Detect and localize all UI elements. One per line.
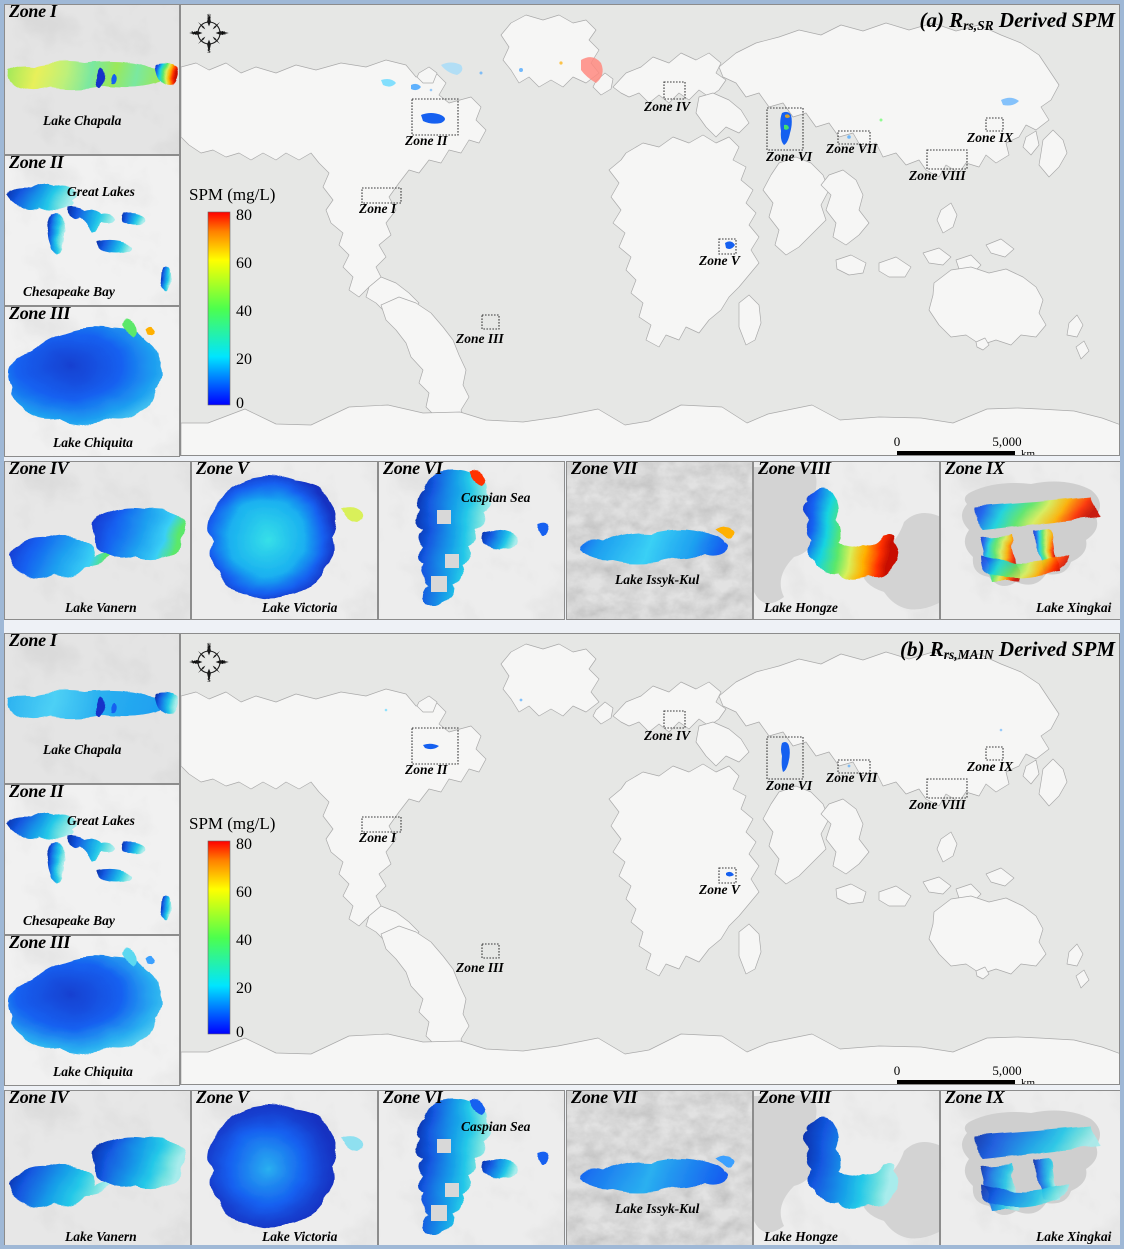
svg-text:Zone IV: Zone IV	[643, 728, 691, 743]
svg-text:km: km	[1021, 448, 1036, 456]
svg-text:Zone IX: Zone IX	[966, 759, 1014, 774]
svg-text:5,000: 5,000	[992, 1063, 1021, 1078]
svg-text:Zone II: Zone II	[404, 762, 448, 777]
svg-text:80: 80	[236, 836, 252, 853]
svg-text:Zone V: Zone V	[698, 253, 741, 268]
svg-text:Zone VIII: Zone VIII	[908, 168, 966, 183]
svg-text:Zone III: Zone III	[455, 331, 504, 346]
svg-text:Zone VII: Zone VII	[825, 770, 878, 785]
svg-text:60: 60	[236, 255, 252, 272]
svg-text:km: km	[1021, 1077, 1036, 1085]
svg-text:(b) Rrs,MAIN Derived SPM: (b) Rrs,MAIN Derived SPM	[900, 637, 1116, 662]
svg-text:20: 20	[236, 980, 252, 997]
svg-text:0: 0	[236, 395, 244, 412]
svg-text:Zone VI: Zone VI	[765, 778, 813, 793]
svg-text:Zone I: Zone I	[358, 830, 397, 845]
svg-text:0: 0	[894, 434, 901, 449]
svg-text:Zone VII: Zone VII	[825, 141, 878, 156]
svg-text:40: 40	[236, 303, 252, 320]
svg-text:Zone IV: Zone IV	[643, 99, 691, 114]
svg-text:(a) Rrs,SR Derived SPM: (a) Rrs,SR Derived SPM	[920, 8, 1117, 33]
svg-text:40: 40	[236, 932, 252, 949]
svg-text:Zone II: Zone II	[404, 133, 448, 148]
svg-text:5,000: 5,000	[992, 434, 1021, 449]
svg-text:Zone VI: Zone VI	[765, 149, 813, 164]
svg-text:60: 60	[236, 884, 252, 901]
svg-text:80: 80	[236, 207, 252, 224]
svg-text:Zone I: Zone I	[358, 201, 397, 216]
svg-text:Zone V: Zone V	[698, 882, 741, 897]
svg-text:0: 0	[894, 1063, 901, 1078]
svg-text:Zone VIII: Zone VIII	[908, 797, 966, 812]
svg-text:Zone III: Zone III	[455, 960, 504, 975]
svg-text:0: 0	[236, 1024, 244, 1041]
svg-text:Zone IX: Zone IX	[966, 130, 1014, 145]
svg-text:SPM (mg/L): SPM (mg/L)	[189, 185, 275, 204]
svg-text:SPM (mg/L): SPM (mg/L)	[189, 814, 275, 833]
svg-text:20: 20	[236, 351, 252, 368]
